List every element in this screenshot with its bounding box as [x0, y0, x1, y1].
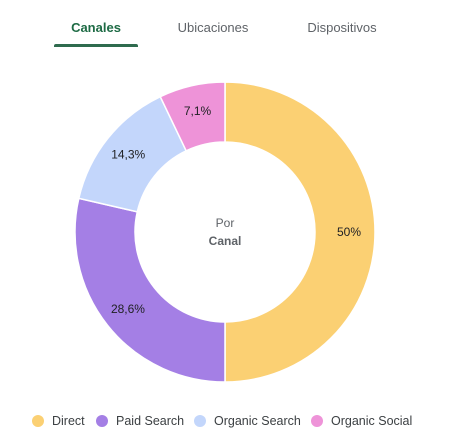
legend-item-direct[interactable]: Direct [32, 414, 85, 428]
legend-swatch [311, 415, 323, 427]
slice-label-organic-search: 14,3% [111, 147, 145, 161]
center-label-line2: Canal [209, 234, 242, 248]
active-tab-indicator [54, 44, 138, 47]
legend-item-organic-social[interactable]: Organic Social [311, 414, 412, 428]
legend-label: Paid Search [116, 414, 185, 428]
legend-label: Organic Search [214, 414, 301, 428]
slice-direct[interactable] [224, 81, 376, 383]
slice-label-paid-search: 28,6% [111, 302, 145, 316]
legend-swatch [32, 415, 44, 427]
legend-item-paid-search[interactable]: Paid Search [96, 414, 184, 428]
legend-item-organic-search[interactable]: Organic Search [194, 414, 301, 428]
slice-paid-search[interactable] [74, 197, 226, 383]
tab-canales[interactable]: Canales [71, 20, 121, 35]
channel-tabs: Canales Ubicaciones Dispositivos [0, 0, 454, 48]
legend-swatch [194, 415, 206, 427]
slice-labels: 50% 28,6% 14,3% 7,1% [111, 104, 361, 316]
legend-label: Organic Social [331, 414, 413, 428]
slice-label-organic-social: 7,1% [184, 104, 212, 118]
tab-dispositivos[interactable]: Dispositivos [307, 20, 377, 35]
legend-label: Direct [52, 414, 85, 428]
donut-chart: 50% 28,6% 14,3% 7,1% Por Canal [74, 81, 376, 383]
slice-organic-social[interactable] [159, 81, 226, 152]
slice-label-direct: 50% [337, 225, 361, 239]
chart-legend: Direct Paid Search Organic Search Organic S… [0, 414, 454, 434]
center-label-line1: Por [216, 216, 235, 230]
legend-swatch [96, 415, 108, 427]
donut-slices [74, 81, 376, 383]
tab-ubicaciones[interactable]: Ubicaciones [177, 20, 249, 35]
